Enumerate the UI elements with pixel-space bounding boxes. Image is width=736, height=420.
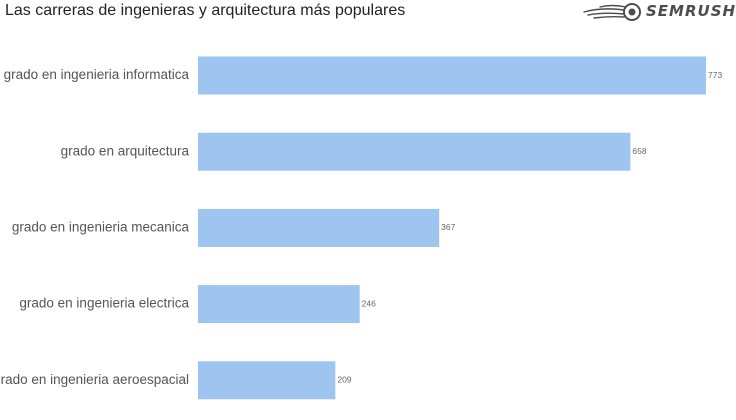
category-label: grado en arquitectura — [61, 143, 190, 158]
bar — [198, 285, 360, 324]
bar — [198, 132, 631, 171]
fireball-icon — [583, 3, 641, 21]
bar — [198, 361, 336, 400]
category-label: grado en ingenieria mecanica — [12, 219, 190, 234]
chart-title: Las carreras de ingenieras y arquitectur… — [5, 2, 406, 19]
bar-value-label: 209 — [337, 375, 351, 385]
category-label: grado en ingenieria electrica — [19, 296, 189, 311]
bar-value-label: 367 — [441, 222, 455, 232]
bar-value-label: 773 — [708, 70, 722, 80]
category-label: grado en ingenieria informatica — [4, 67, 190, 82]
category-label: grado en ingenieria aeroespacial — [0, 372, 189, 387]
bar — [198, 56, 706, 95]
bar-value-label: 246 — [362, 298, 376, 308]
semrush-logo: SEMRUSH — [582, 1, 735, 23]
logo-wordmark: SEMRUSH — [646, 2, 736, 20]
bar — [198, 208, 440, 247]
bar-value-label: 658 — [632, 146, 646, 156]
